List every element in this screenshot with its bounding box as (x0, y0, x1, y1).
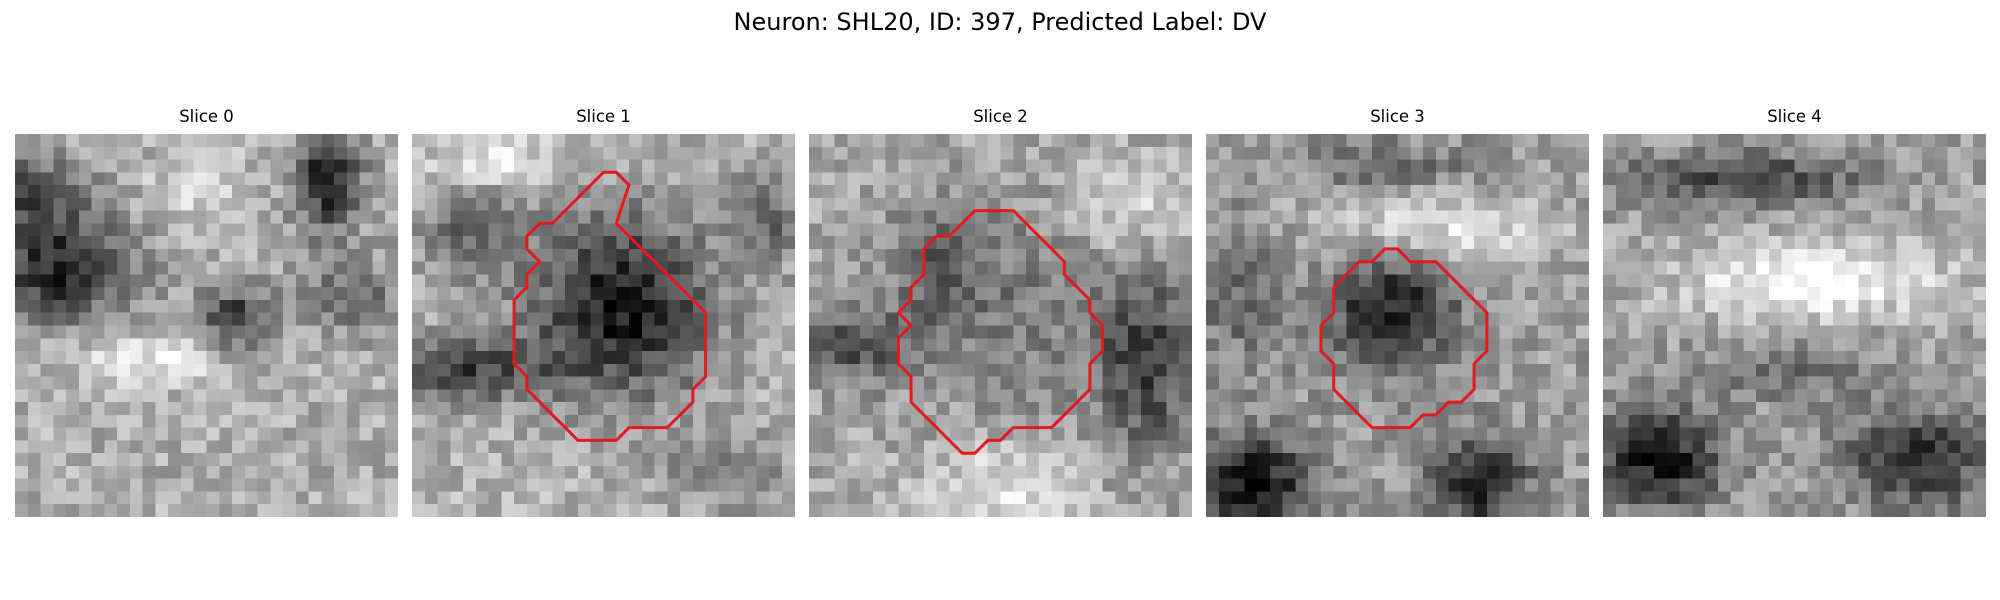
slice-overlay-3 (1319, 247, 1489, 430)
slice-pixels-3 (1206, 134, 1589, 517)
slice-overlay-2 (896, 209, 1105, 455)
segmentation-contour-3 (1319, 247, 1489, 430)
slice-panel-1: Slice 1 (412, 107, 795, 517)
segmentation-contour-2 (896, 209, 1105, 455)
slice-title-3: Slice 3 (1370, 107, 1425, 126)
slice-image-0 (15, 134, 398, 517)
slice-panel-2: Slice 2 (809, 107, 1192, 517)
slice-title-1: Slice 1 (576, 107, 631, 126)
slice-image-2 (809, 134, 1192, 517)
slice-title-2: Slice 2 (973, 107, 1028, 126)
slice-overlay-0 (15, 134, 398, 517)
slice-image-3 (1206, 134, 1589, 517)
slice-pixels-0 (15, 134, 398, 517)
figure-title: Neuron: SHL20, ID: 397, Predicted Label:… (733, 8, 1267, 36)
slice-pixels-2 (809, 134, 1192, 517)
slice-image-1 (412, 134, 795, 517)
slice-title-4: Slice 4 (1767, 107, 1822, 126)
slice-panel-4: Slice 4 (1603, 107, 1986, 517)
slice-pixels-4 (1603, 134, 1986, 517)
slice-pixels-1 (412, 134, 795, 517)
segmentation-contour-1 (512, 170, 708, 442)
slice-title-0: Slice 0 (179, 107, 234, 126)
slice-panel-0: Slice 0 (15, 107, 398, 517)
slice-image-4 (1603, 134, 1986, 517)
slice-overlay-1 (512, 170, 708, 442)
slice-panel-3: Slice 3 (1206, 107, 1589, 517)
slice-overlay-4 (1603, 134, 1986, 517)
